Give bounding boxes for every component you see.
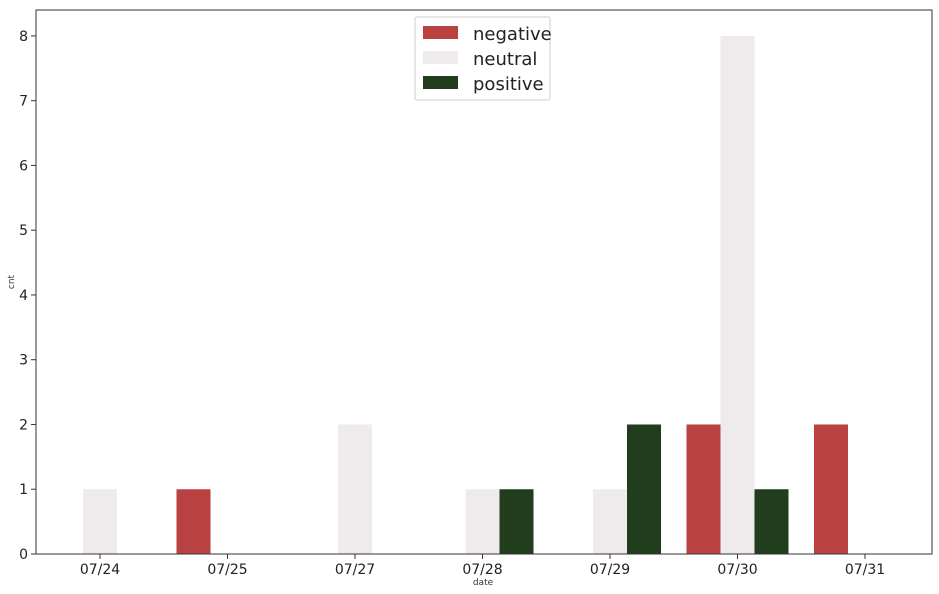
legend-swatch-neutral	[423, 51, 458, 64]
y-tick-label: 4	[19, 288, 28, 304]
x-tick-label: 07/25	[207, 562, 247, 578]
bar-negative-5	[686, 424, 721, 554]
x-tick-label: 07/29	[590, 562, 630, 578]
bar-neutral-5	[720, 35, 755, 554]
bar-neutral-2	[338, 424, 372, 554]
y-tick-label: 5	[19, 223, 28, 239]
x-axis-label: date	[473, 578, 494, 588]
bar-neutral-3	[465, 489, 500, 554]
bar-neutral-4	[593, 489, 627, 554]
legend-swatch-negative	[423, 26, 458, 39]
y-axis-ticks: 0 1 2 3 4 5 6 7 8	[19, 29, 36, 563]
legend-label-neutral: neutral	[473, 49, 537, 70]
y-tick-label: 2	[19, 417, 28, 433]
y-tick-label: 8	[19, 29, 28, 45]
bars-layer	[83, 35, 848, 554]
y-tick-label: 0	[19, 547, 28, 563]
y-tick-label: 1	[19, 482, 28, 498]
bar-positive-3	[499, 489, 534, 554]
x-tick-label: 07/24	[80, 562, 120, 578]
bar-positive-4	[627, 424, 661, 554]
y-tick-label: 7	[19, 94, 28, 110]
x-tick-label: 07/30	[717, 562, 757, 578]
bar-negative-1	[176, 489, 211, 554]
x-tick-label: 07/27	[335, 562, 375, 578]
plot-frame	[35, 9, 933, 555]
bar-neutral-0	[83, 489, 117, 554]
y-axis-label: cnt	[7, 274, 17, 289]
bar-negative-6	[814, 424, 848, 554]
y-tick-label: 6	[19, 158, 28, 174]
legend: negative neutral positive	[414, 16, 552, 101]
x-tick-label: 07/31	[845, 562, 885, 578]
y-tick-label: 3	[19, 353, 28, 369]
bar-positive-5	[754, 489, 789, 554]
x-axis-ticks: 07/24 07/25 07/27 07/28 07/29 07/30 07/31	[80, 554, 885, 578]
legend-label-positive: positive	[473, 74, 544, 95]
legend-label-negative: negative	[473, 24, 552, 45]
x-tick-label: 07/28	[462, 562, 502, 578]
legend-swatch-positive	[423, 76, 458, 89]
